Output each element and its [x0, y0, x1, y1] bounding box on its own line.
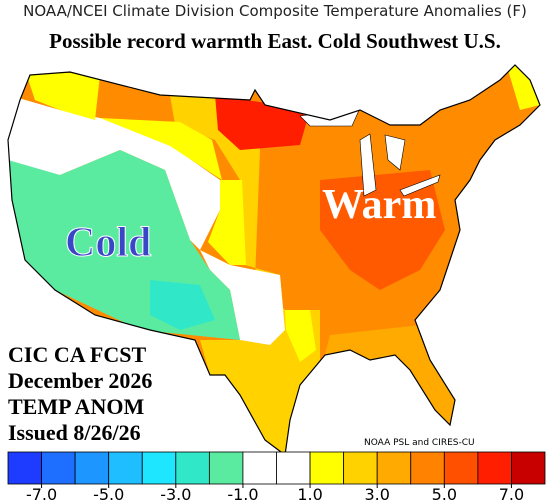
colorbar-cell [443, 451, 479, 485]
region-cold-core [150, 280, 215, 330]
lake-superior [299, 107, 361, 127]
annotation-line: Issued 8/26/26 [8, 420, 141, 445]
annotation-line: CIC CA FCST [8, 342, 146, 367]
cold-label: Cold [65, 220, 151, 266]
colorbar-cell [477, 451, 512, 485]
region-yellow-plains [208, 180, 246, 265]
region-yellow-nw [25, 70, 100, 120]
colorbar-tick-label: -3.0 [160, 485, 191, 501]
region-neutral-sw [200, 250, 285, 345]
region-yellow-mt [100, 118, 222, 180]
lake-erie [399, 174, 441, 197]
credit: NOAA PSL and CIRES-CU [364, 438, 475, 448]
lake-michigan [359, 133, 377, 197]
lake-huron [384, 134, 406, 171]
colorbar: -7.0 -5.0 -3.0 -1.0 1.0 3.0 5.0 7.0 [7, 451, 546, 501]
region-ohio [320, 170, 445, 290]
colorbar-tick-label: 7.0 [499, 485, 524, 501]
region-gold [170, 95, 320, 455]
colorbar-cell [410, 451, 445, 485]
region-yellow-tx [285, 310, 316, 362]
us-outline [7, 64, 541, 457]
colorbar-cell [7, 451, 42, 485]
colorbar-cell [175, 451, 210, 485]
colorbar-cell [309, 451, 345, 485]
region-neutral-nw [8, 95, 220, 250]
colorbar-cell [108, 451, 143, 485]
colorbar-tick-label: -7.0 [26, 485, 57, 501]
colorbar-tick-label: 3.0 [364, 485, 389, 501]
annotation-line: TEMP ANOM [8, 394, 145, 419]
colorbar-cell [242, 451, 277, 485]
annotation-line: December 2026 [8, 368, 152, 393]
region-southeast [325, 325, 455, 425]
colorbar-cell [41, 451, 76, 485]
colorbar-cell [276, 451, 311, 485]
colorbar-tick-label: 5.0 [432, 485, 457, 501]
colorbar-cell [511, 451, 546, 485]
colorbar-tick-label: -1.0 [227, 485, 258, 501]
colorbar-cell [376, 451, 412, 485]
colorbar-cell [208, 451, 244, 485]
colorbar-cell [74, 451, 110, 485]
colorbar-tick-label: 1.0 [297, 485, 322, 501]
warm-label: Warm [322, 182, 436, 228]
title: Possible record warmth East. Cold Southw… [49, 29, 501, 53]
header: NOAA/NCEI Climate Division Composite Tem… [23, 2, 527, 20]
colorbar-tick-label: -5.0 [93, 485, 124, 501]
colorbar-cell [343, 451, 378, 485]
colorbar-cell [141, 451, 177, 485]
